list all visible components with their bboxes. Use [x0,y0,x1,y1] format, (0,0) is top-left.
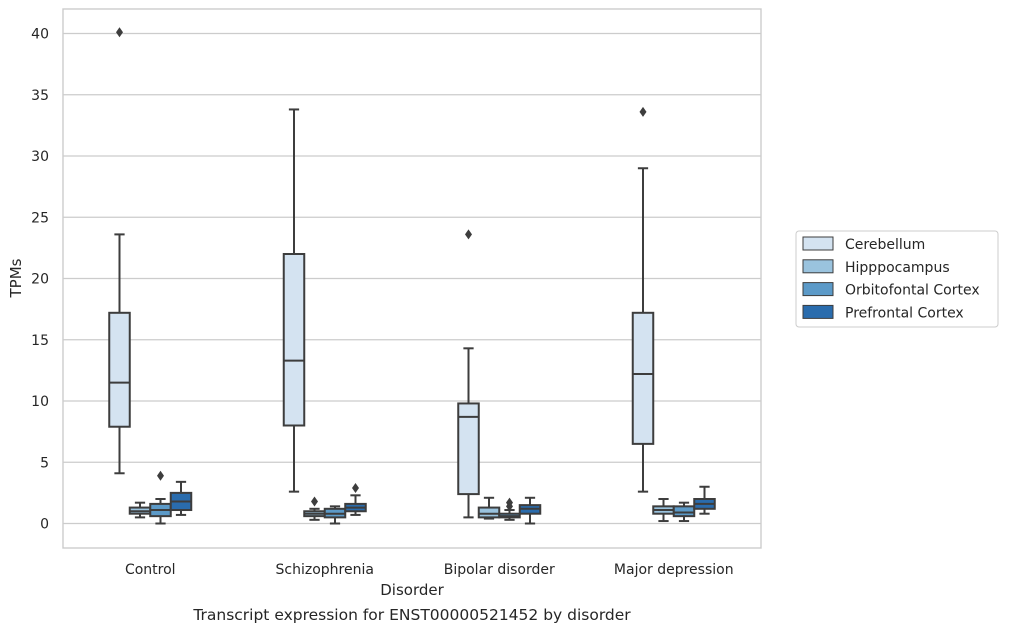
legend-label: Cerebellum [845,237,925,253]
outlier-point [506,497,513,508]
legend-swatch [802,236,834,251]
outlier-point [352,482,359,493]
box-iqr [282,253,306,427]
x-tick-label: Bipolar disorder [444,562,555,578]
box-3-2 [518,496,542,525]
x-axis-label: Disorder [380,581,444,599]
x-tick-label: Control [125,562,176,578]
box-0-1 [282,108,306,493]
box-3-1 [344,482,367,516]
y-tick-label: 20 [31,272,49,288]
y-tick-label: 30 [31,149,49,165]
x-tick-label: Major depression [614,562,734,578]
box-2-0 [149,470,172,525]
outlier-point [116,27,123,38]
box-1-2 [477,496,501,520]
box-0-3 [631,106,655,493]
box-2-1 [323,505,347,525]
box-2-3 [672,501,696,523]
outlier-point [311,496,318,507]
y-tick-label: 5 [40,455,49,471]
legend-swatch [802,259,834,274]
box-iqr [477,506,501,519]
box-1-3 [652,498,675,523]
box-iqr [672,505,696,518]
box-groups [108,27,716,525]
legend-frame [795,230,999,328]
box-iqr [457,402,480,496]
y-tick-label: 0 [40,517,49,533]
box-2-2 [498,497,521,521]
box-iqr [631,311,655,445]
box-0-0 [108,27,131,475]
legend-label: Prefrontal Cortex [845,305,964,321]
box-1-1 [303,496,326,521]
legend-label: Orbitofontal Cortex [845,283,980,299]
box-0-2 [457,229,480,519]
box-3-0 [169,480,193,516]
outlier-point [157,470,164,481]
legend-swatch [802,304,834,319]
legend-swatch [802,282,834,297]
outlier-point [639,106,647,117]
y-axis-label: TPMs [7,258,25,298]
y-tick-labels: 0 5 10 15 20 25 30 35 40 [31,27,49,533]
gridlines [63,32,761,525]
legend-label: Hipppocampus [845,260,950,276]
figure-caption: Transcript expression for ENST0000052145… [193,606,631,624]
y-tick-label: 40 [31,27,49,43]
legend: Cerebellum Hipppocampus Orbitofontal Corte… [795,230,999,328]
box-1-0 [128,501,152,519]
box-3-3 [693,485,716,515]
y-tick-label: 15 [31,333,49,349]
plot-area-frame [62,8,762,549]
x-tick-labels: Control Schizophrenia Bipolar disorder Majo… [125,562,734,578]
y-tick-label: 10 [31,394,49,410]
y-tick-label: 25 [31,210,49,226]
x-tick-label: Schizophrenia [276,562,374,578]
box-iqr [108,311,131,428]
y-tick-label: 35 [31,88,49,104]
outlier-point [465,229,472,240]
